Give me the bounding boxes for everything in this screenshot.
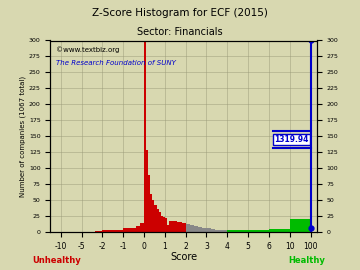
Bar (119, 230, 123, 232)
Bar (95, 231, 99, 232)
Bar (269, 229, 290, 232)
Bar (146, 150, 148, 232)
Bar (290, 220, 311, 232)
Bar (111, 230, 115, 232)
X-axis label: Score: Score (170, 252, 197, 262)
Bar (107, 230, 111, 232)
Bar (202, 228, 207, 232)
Text: The Research Foundation of SUNY: The Research Foundation of SUNY (56, 60, 176, 66)
Text: ©www.textbiz.org: ©www.textbiz.org (56, 46, 119, 53)
Bar (154, 205, 157, 232)
Bar (198, 227, 202, 232)
Bar (148, 175, 150, 232)
Bar (207, 228, 211, 232)
Text: Z-Score Histogram for ECF (2015): Z-Score Histogram for ECF (2015) (92, 8, 268, 18)
Bar (190, 225, 194, 232)
Bar (215, 230, 219, 232)
Bar (163, 217, 165, 232)
Bar (161, 215, 163, 232)
Text: Sector: Financials: Sector: Financials (137, 27, 223, 37)
Bar (115, 230, 119, 232)
Text: 1319.94: 1319.94 (275, 135, 309, 144)
Text: Unhealthy: Unhealthy (32, 256, 81, 265)
Bar (186, 224, 190, 232)
Bar (181, 222, 186, 232)
Bar (123, 228, 127, 232)
Bar (223, 230, 227, 232)
Bar (150, 194, 152, 232)
Bar (219, 230, 223, 232)
Bar (99, 231, 103, 232)
Y-axis label: Number of companies (1067 total): Number of companies (1067 total) (19, 76, 26, 197)
Bar (144, 41, 146, 232)
Bar (140, 223, 144, 232)
Bar (157, 208, 159, 232)
Bar (103, 230, 107, 232)
Bar (131, 228, 136, 232)
Bar (227, 230, 238, 232)
Bar (194, 227, 198, 232)
Bar (248, 230, 269, 232)
Bar (165, 218, 167, 232)
Bar (127, 228, 131, 232)
Text: Healthy: Healthy (288, 256, 325, 265)
Bar (211, 229, 215, 232)
Bar (177, 222, 181, 232)
Bar (136, 227, 140, 232)
Bar (167, 225, 169, 232)
Bar (159, 212, 161, 232)
Bar (238, 230, 248, 232)
Bar (173, 221, 177, 232)
Bar (152, 200, 154, 232)
Bar (169, 221, 173, 232)
